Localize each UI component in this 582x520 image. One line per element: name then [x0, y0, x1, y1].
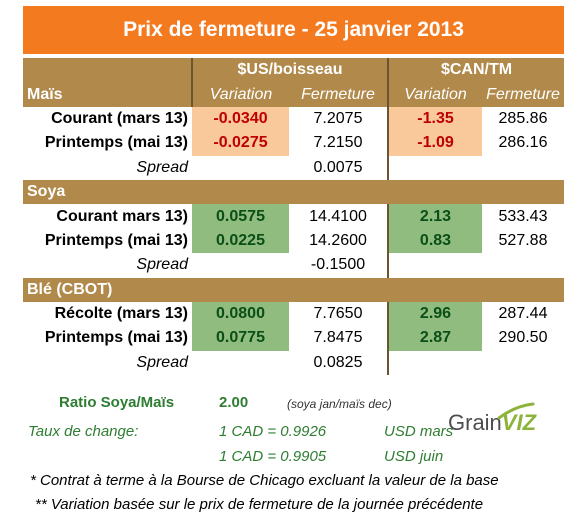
fx-rate-mars: 1 CAD = 0.9926 — [219, 423, 327, 440]
usd-fermeture: 7.2075 — [289, 106, 388, 132]
cad-fermeture: 286.16 — [482, 131, 565, 156]
price-table: $US/boisseau $CAN/TM Maïs Variation Ferm… — [23, 58, 565, 376]
cad-fermeture: 290.50 — [482, 326, 565, 351]
cad-fermeture: 527.88 — [482, 228, 565, 254]
page-title: Prix de fermeture - 25 janvier 2013 — [23, 6, 564, 54]
fx-label: Taux de change: — [28, 423, 139, 440]
table-row: Printemps (mai 13) 0.0225 14.2600 0.83 5… — [23, 228, 565, 254]
fx-rate-juin: 1 CAD = 0.9905 — [219, 448, 327, 465]
section-band-ble: Blé (CBOT) — [23, 277, 565, 302]
cad-variation: -1.35 — [387, 106, 482, 132]
logo-text-grain: Grain — [448, 410, 502, 435]
table-row: Récolte (mars 13) 0.0800 7.7650 2.96 287… — [23, 301, 565, 327]
usd-variation: -0.0340 — [192, 106, 289, 132]
cad-variation: 2.96 — [387, 301, 482, 327]
table-row: Printemps (mai 13) 0.0775 7.8475 2.87 29… — [23, 326, 565, 351]
fx-unit-juin: USD juin — [384, 448, 444, 465]
row-label: Printemps (mai 13) — [23, 228, 192, 254]
ratio-value: 2.00 — [219, 394, 249, 411]
ratio-note: (soya jan/maïs dec) — [287, 397, 392, 411]
spread-row: Spread 0.0075 — [23, 155, 565, 180]
logo-swoosh-icon — [497, 402, 535, 420]
cad-variation: 2.13 — [387, 204, 482, 229]
usd-fermeture: 7.8475 — [289, 326, 388, 351]
usd-fermeture: 7.2150 — [289, 131, 388, 156]
spread-label: Spread — [23, 253, 192, 278]
usd-variation: 0.0225 — [192, 228, 289, 254]
spread-row: Spread -0.1500 — [23, 253, 565, 278]
grainviz-logo: GrainVIZ — [448, 410, 536, 436]
logo-text-viz: VIZ — [501, 410, 537, 435]
usd-fermeture: 14.2600 — [289, 228, 388, 254]
usd-fermeture: 14.4100 — [289, 204, 388, 229]
cad-variation: 0.83 — [387, 228, 482, 254]
header-row-currency: $US/boisseau $CAN/TM — [23, 58, 565, 83]
row-label: Printemps (mai 13) — [23, 131, 192, 156]
row-label: Courant (mars 13) — [23, 106, 192, 132]
spread-row: Spread 0.0825 — [23, 350, 565, 376]
section-title-mais: Maïs — [23, 82, 193, 107]
section-title-ble: Blé (CBOT) — [23, 277, 565, 302]
cad-header: $CAN/TM — [388, 58, 565, 83]
header-row-section-mais: Maïs Variation Fermeture Variation Ferme… — [23, 82, 565, 107]
usd-variation: 0.0775 — [192, 326, 289, 351]
ratio-label: Ratio Soya/Maïs — [59, 394, 175, 411]
footnote-contract: * Contrat à terme à la Bourse de Chicago… — [30, 472, 499, 489]
table-row: Courant (mars 13) -0.0340 7.2075 -1.35 2… — [23, 106, 565, 132]
usd-variation-header: Variation — [192, 82, 289, 107]
spread-value: 0.0075 — [289, 155, 388, 180]
table-row: Printemps (mai 13) -0.0275 7.2150 -1.09 … — [23, 131, 565, 156]
spread-label: Spread — [23, 155, 192, 180]
cad-fermeture: 533.43 — [482, 204, 565, 229]
fx-unit-mars: USD mars — [384, 423, 454, 440]
usd-variation: 0.0800 — [192, 301, 289, 327]
usd-variation: 0.0575 — [192, 204, 289, 229]
spread-label: Spread — [23, 350, 192, 376]
row-label: Printemps (mai 13) — [23, 326, 192, 351]
footnote-variation: ** Variation basée sur le prix de fermet… — [35, 496, 484, 513]
section-title-soya: Soya — [23, 179, 565, 205]
cad-variation: -1.09 — [387, 131, 482, 156]
cad-fermeture: 285.86 — [482, 106, 565, 132]
cad-fermeture-header: Fermeture — [482, 82, 565, 107]
row-label: Récolte (mars 13) — [23, 301, 192, 327]
spread-value: -0.1500 — [289, 253, 388, 278]
usd-variation: -0.0275 — [192, 131, 289, 156]
section-band-soya: Soya — [23, 179, 565, 205]
row-label: Courant mars 13) — [23, 204, 192, 229]
usd-fermeture-header: Fermeture — [289, 82, 389, 107]
cad-variation-header: Variation — [388, 82, 482, 107]
cad-fermeture: 287.44 — [482, 301, 565, 327]
spread-value: 0.0825 — [289, 350, 388, 376]
table-row: Courant mars 13) 0.0575 14.4100 2.13 533… — [23, 204, 565, 229]
usd-header: $US/boisseau — [192, 58, 389, 83]
cad-variation: 2.87 — [387, 326, 482, 351]
usd-fermeture: 7.7650 — [289, 301, 388, 327]
